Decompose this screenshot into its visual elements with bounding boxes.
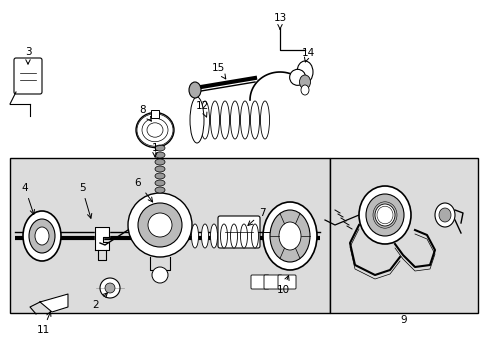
Text: 3: 3 (24, 47, 31, 64)
Ellipse shape (191, 224, 198, 248)
Ellipse shape (374, 204, 394, 226)
Ellipse shape (155, 173, 164, 179)
FancyBboxPatch shape (218, 216, 260, 248)
FancyBboxPatch shape (250, 275, 268, 289)
Text: 11: 11 (36, 311, 51, 335)
Text: 13: 13 (273, 13, 286, 29)
Circle shape (148, 213, 172, 237)
Circle shape (100, 278, 120, 298)
Ellipse shape (250, 101, 259, 139)
Text: 12: 12 (195, 101, 208, 117)
Text: 7: 7 (247, 208, 265, 225)
Circle shape (289, 69, 305, 85)
Text: 2: 2 (93, 293, 107, 310)
Ellipse shape (210, 224, 217, 248)
Bar (151, 110, 159, 118)
Ellipse shape (190, 97, 203, 143)
Ellipse shape (189, 82, 201, 98)
FancyBboxPatch shape (14, 58, 42, 94)
Ellipse shape (230, 224, 237, 248)
Ellipse shape (251, 224, 258, 248)
Text: 4: 4 (21, 183, 35, 214)
Ellipse shape (155, 159, 164, 165)
Bar (10, 158, 329, 313)
FancyBboxPatch shape (264, 275, 282, 289)
Text: 6: 6 (134, 178, 152, 202)
Ellipse shape (434, 203, 454, 227)
Text: 8: 8 (140, 105, 151, 121)
Ellipse shape (230, 101, 239, 139)
Ellipse shape (201, 224, 208, 248)
Ellipse shape (260, 101, 269, 139)
Ellipse shape (301, 85, 308, 95)
Text: 10: 10 (276, 276, 289, 295)
Ellipse shape (200, 101, 209, 139)
Ellipse shape (438, 208, 450, 222)
Circle shape (152, 267, 168, 283)
Ellipse shape (365, 194, 403, 236)
Ellipse shape (263, 202, 316, 270)
Text: 15: 15 (211, 63, 225, 79)
Ellipse shape (299, 75, 310, 89)
Text: 9: 9 (400, 315, 407, 325)
Ellipse shape (155, 180, 164, 186)
Ellipse shape (269, 210, 309, 262)
Ellipse shape (29, 219, 55, 253)
Ellipse shape (155, 145, 164, 151)
FancyBboxPatch shape (278, 275, 295, 289)
Ellipse shape (155, 152, 164, 158)
Ellipse shape (35, 227, 49, 245)
Circle shape (105, 283, 115, 293)
Ellipse shape (240, 101, 249, 139)
Ellipse shape (136, 112, 174, 148)
Text: 5: 5 (79, 183, 92, 218)
Ellipse shape (220, 101, 229, 139)
Text: 1: 1 (151, 143, 158, 157)
Circle shape (138, 203, 182, 247)
Ellipse shape (296, 61, 312, 83)
Ellipse shape (155, 166, 164, 172)
Polygon shape (40, 294, 68, 312)
Ellipse shape (23, 211, 61, 261)
Ellipse shape (210, 101, 219, 139)
Ellipse shape (220, 224, 227, 248)
Ellipse shape (358, 186, 410, 244)
Text: 14: 14 (301, 48, 314, 62)
Bar (329, 158, 477, 313)
Ellipse shape (155, 187, 164, 193)
Circle shape (128, 193, 192, 257)
Ellipse shape (240, 224, 247, 248)
Ellipse shape (279, 222, 301, 250)
Polygon shape (95, 227, 109, 250)
